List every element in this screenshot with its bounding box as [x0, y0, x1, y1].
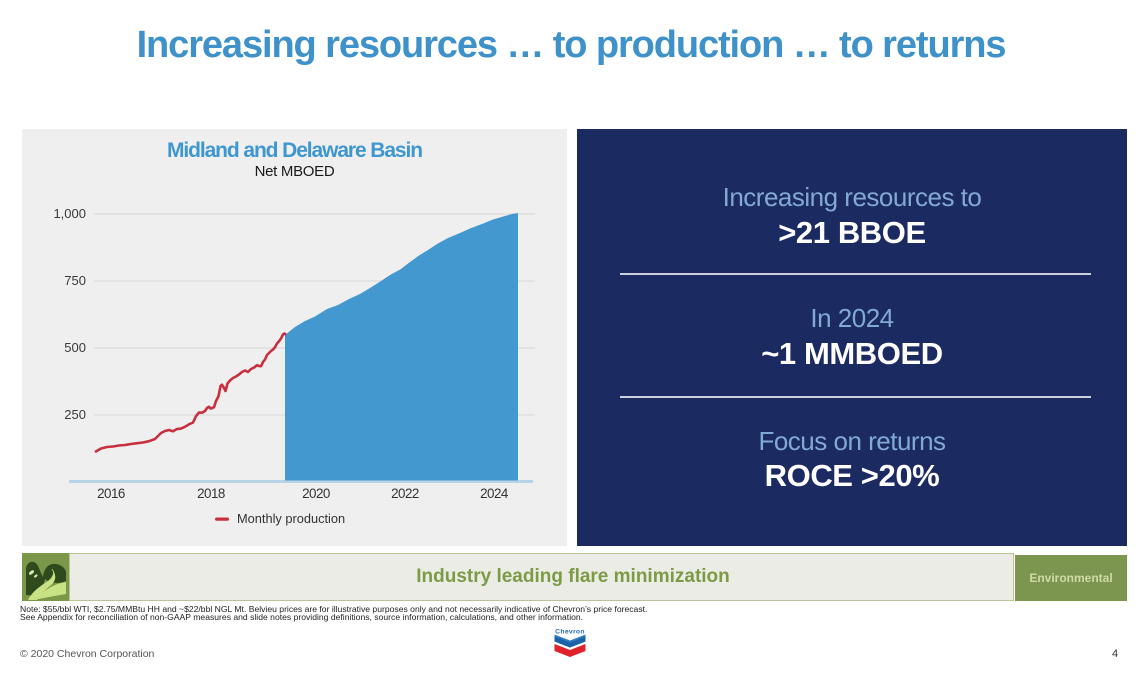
svg-text:750: 750: [64, 273, 86, 288]
svg-text:500: 500: [64, 340, 86, 355]
svg-text:2016: 2016: [97, 486, 125, 501]
svg-text:Monthly production: Monthly production: [237, 511, 345, 526]
svg-text:250: 250: [64, 407, 86, 422]
svg-text:Chevron: Chevron: [555, 629, 585, 636]
svg-text:2024: 2024: [480, 486, 509, 501]
svg-text:2020: 2020: [302, 486, 330, 501]
svg-text:2018: 2018: [197, 486, 225, 501]
svg-text:1,000: 1,000: [53, 206, 86, 221]
svg-text:2022: 2022: [391, 486, 419, 501]
